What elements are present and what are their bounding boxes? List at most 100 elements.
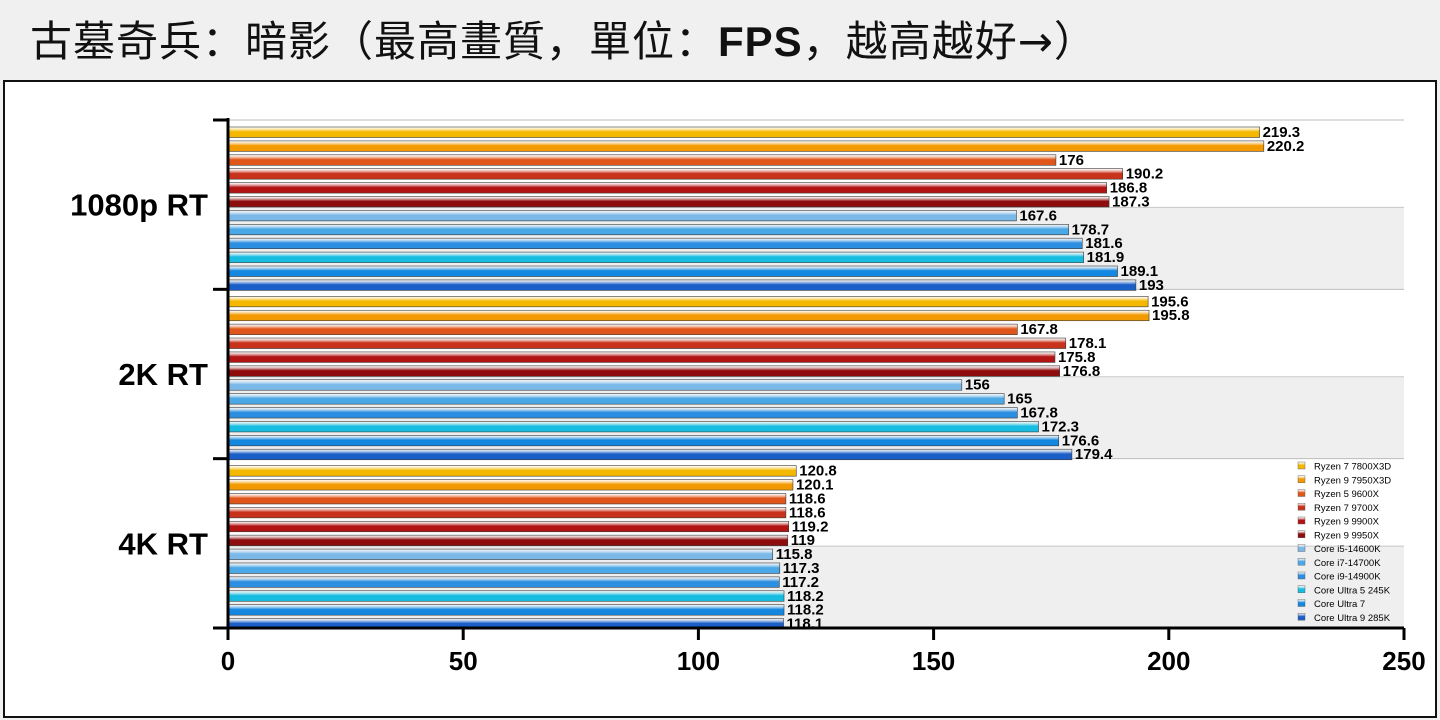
- legend-swatch-core-ultra-7: [1297, 599, 1306, 607]
- bar-ryzen-9-9950x-1080p-rt: [227, 196, 1110, 208]
- value-label-core-i5-14600k-2k-rt: 156: [965, 377, 990, 394]
- bar-core-ultra-5-245k-2k-rt: [227, 421, 1039, 433]
- category-label-4k-rt: 4K RT: [118, 526, 208, 561]
- legend-label-core-ultra-9-285k: Core Ultra 9 285K: [1314, 613, 1391, 624]
- bar-core-ultra-7-1080p-rt: [227, 265, 1118, 277]
- value-label-core-ultra-9-285k-4k-rt: 118.1: [787, 616, 824, 633]
- legend-label-core-ultra-7: Core Ultra 7: [1314, 599, 1365, 610]
- value-label-core-i7-14700k-2k-rt: 165: [1007, 391, 1032, 408]
- bar-ryzen-9-9900x-4k-rt: [227, 520, 790, 533]
- value-label-core-ultra-9-285k-2k-rt: 179.4: [1075, 446, 1113, 463]
- bar-ryzen-7-9700x-2k-rt: [227, 337, 1067, 349]
- value-label-core-i5-14600k-4k-rt: 115.8: [776, 546, 813, 563]
- legend-label-core-i7-14700k: Core i7-14700K: [1314, 558, 1381, 569]
- title-suffix: ，越高越好→）: [802, 17, 1097, 66]
- bar-core-ultra-5-245k-1080p-rt: [227, 251, 1084, 263]
- legend-swatch-ryzen-9-7950x3d: [1297, 475, 1306, 483]
- bar-ryzen-7-7800x3d-2k-rt: [227, 296, 1149, 308]
- bar-ryzen-9-9900x-1080p-rt: [227, 182, 1108, 194]
- bar-ryzen-9-7950x3d-4k-rt: [227, 479, 794, 491]
- x-tick-label-150: 150: [912, 646, 955, 676]
- value-label-ryzen-7-7800x3d-1080p-rt: 219.3: [1263, 124, 1301, 141]
- value-label-ryzen-9-7950x3d-2k-rt: 195.8: [1152, 307, 1190, 324]
- bar-core-i7-14700k-4k-rt: [227, 562, 781, 574]
- legend-swatch-core-ultra-5-245k: [1297, 585, 1306, 593]
- bar-core-ultra-7-2k-rt: [227, 435, 1060, 447]
- value-label-ryzen-7-9700x-4k-rt: 118.6: [789, 504, 826, 521]
- legend-label-ryzen-7-7800x3d: Ryzen 7 7800X3D: [1314, 462, 1391, 473]
- x-tick-label-100: 100: [677, 646, 720, 676]
- value-label-ryzen-7-7800x3d-2k-rt: 195.6: [1151, 293, 1189, 310]
- x-tick-label-250: 250: [1382, 646, 1425, 676]
- legend-label-core-i5-14600k: Core i5-14600K: [1314, 544, 1381, 555]
- value-label-core-i7-14700k-4k-rt: 117.3: [783, 560, 820, 577]
- value-label-core-ultra-7-4k-rt: 118.2: [787, 602, 824, 619]
- bar-ryzen-9-7950x3d-1080p-rt: [227, 140, 1265, 152]
- legend-label-ryzen-9-9950x: Ryzen 9 9950X: [1314, 530, 1380, 541]
- legend-swatch-ryzen-7-7800x3d: [1297, 461, 1306, 470]
- bar-ryzen-9-9950x-2k-rt: [227, 365, 1060, 377]
- bar-core-ultra-5-245k-4k-rt: [227, 590, 785, 602]
- legend-swatch-core-i9-14900k: [1297, 571, 1306, 580]
- bar-core-i5-14600k-2k-rt: [227, 379, 963, 391]
- legend-label-ryzen-7-9700x: Ryzen 7 9700X: [1314, 503, 1380, 514]
- bar-core-i5-14600k-1080p-rt: [227, 210, 1017, 222]
- value-label-ryzen-9-9950x-4k-rt: 119: [791, 532, 815, 549]
- x-tick-label-0: 0: [221, 646, 235, 676]
- value-label-core-ultra-7-1080p-rt: 189.1: [1121, 263, 1159, 280]
- value-label-core-i9-14900k-4k-rt: 117.2: [782, 574, 819, 591]
- value-label-ryzen-7-9700x-1080p-rt: 190.2: [1126, 166, 1164, 183]
- bar-ryzen-7-9700x-1080p-rt: [227, 168, 1124, 180]
- value-label-ryzen-9-9900x-4k-rt: 119.2: [792, 518, 829, 535]
- bar-ryzen-7-7800x3d-4k-rt: [227, 465, 797, 477]
- legend-swatch-core-ultra-9-285k: [1297, 613, 1306, 621]
- value-label-core-ultra-5-245k-1080p-rt: 181.9: [1087, 249, 1125, 266]
- bar-ryzen-7-7800x3d-1080p-rt: [227, 126, 1260, 138]
- bar-core-i9-14900k-2k-rt: [227, 407, 1018, 419]
- legend-swatch-ryzen-9-9950x: [1297, 530, 1306, 538]
- bar-core-i7-14700k-2k-rt: [227, 393, 1005, 405]
- legend-swatch-ryzen-7-9700x: [1297, 503, 1306, 511]
- legend-swatch-ryzen-9-9900x: [1297, 516, 1306, 525]
- title-bar: 古墓奇兵：暗影（最高畫質，單位：FPS，越高越好→）: [0, 0, 1440, 80]
- value-label-ryzen-5-9600x-4k-rt: 118.6: [789, 490, 826, 507]
- value-label-ryzen-9-7950x3d-4k-rt: 120.1: [796, 477, 834, 494]
- legend-label-core-ultra-5-245k: Core Ultra 5 245K: [1314, 585, 1391, 596]
- bar-ryzen-9-9900x-2k-rt: [227, 351, 1056, 363]
- x-tick-label-50: 50: [449, 646, 478, 676]
- bar-core-i9-14900k-1080p-rt: [227, 237, 1083, 249]
- bar-core-i5-14600k-4k-rt: [227, 548, 774, 560]
- value-label-core-ultra-5-245k-2k-rt: 172.3: [1041, 418, 1079, 435]
- bar-ryzen-7-9700x-4k-rt: [227, 507, 787, 519]
- value-label-ryzen-9-9950x-2k-rt: 176.8: [1063, 363, 1101, 380]
- bar-core-i7-14700k-1080p-rt: [227, 224, 1069, 236]
- value-label-ryzen-7-9700x-2k-rt: 178.1: [1069, 335, 1107, 352]
- value-label-ryzen-9-9900x-2k-rt: 175.8: [1058, 349, 1096, 366]
- legend-label-ryzen-9-9900x: Ryzen 9 9900X: [1314, 517, 1380, 528]
- legend-swatch-core-i5-14600k: [1297, 544, 1306, 552]
- title-unit: FPS: [718, 18, 803, 65]
- bar-ryzen-5-9600x-1080p-rt: [227, 154, 1057, 166]
- category-label-2k-rt: 2K RT: [118, 357, 208, 392]
- value-label-core-i9-14900k-1080p-rt: 181.6: [1085, 235, 1123, 252]
- bar-ryzen-5-9600x-2k-rt: [227, 323, 1018, 335]
- value-label-ryzen-5-9600x-1080p-rt: 176: [1059, 152, 1084, 169]
- category-label-1080p-rt: 1080p RT: [70, 188, 208, 223]
- legend-swatch-core-i7-14700k: [1297, 558, 1306, 566]
- value-label-core-i5-14600k-1080p-rt: 167.6: [1019, 207, 1057, 224]
- value-label-core-ultra-5-245k-4k-rt: 118.2: [787, 588, 824, 605]
- value-label-ryzen-9-9950x-1080p-rt: 187.3: [1112, 194, 1150, 211]
- bar-core-i9-14900k-4k-rt: [227, 576, 780, 588]
- bar-core-ultra-7-4k-rt: [227, 604, 785, 616]
- bar-ryzen-5-9600x-4k-rt: [227, 493, 787, 505]
- value-label-core-ultra-9-285k-1080p-rt: 193: [1139, 277, 1164, 294]
- bar-core-ultra-9-285k-2k-rt: [227, 448, 1073, 461]
- value-label-ryzen-9-7950x3d-1080p-rt: 220.2: [1267, 138, 1305, 155]
- value-label-core-i9-14900k-2k-rt: 167.8: [1020, 405, 1058, 422]
- legend-label-ryzen-9-7950x3d: Ryzen 9 7950X3D: [1314, 475, 1391, 486]
- value-label-ryzen-7-7800x3d-4k-rt: 120.8: [799, 463, 837, 480]
- value-label-core-i7-14700k-1080p-rt: 178.7: [1072, 221, 1110, 238]
- bar-ryzen-9-9950x-4k-rt: [227, 534, 789, 546]
- legend-label-ryzen-5-9600x: Ryzen 5 9600X: [1314, 489, 1380, 500]
